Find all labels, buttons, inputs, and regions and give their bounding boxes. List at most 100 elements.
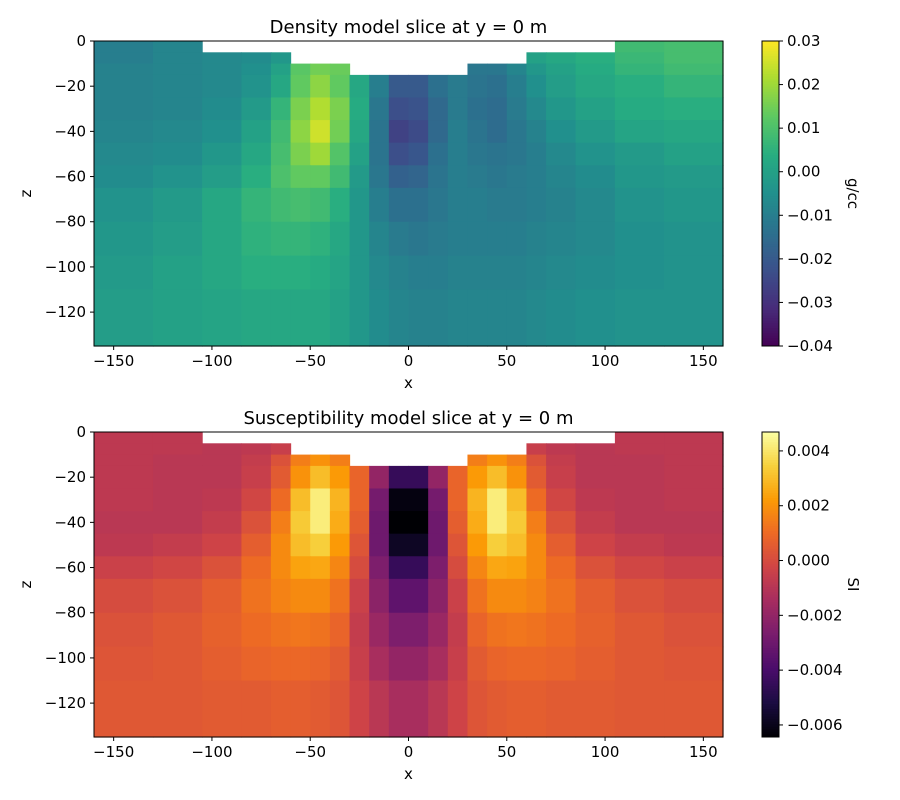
heatmap-cell bbox=[241, 74, 272, 99]
colorbar-segment bbox=[762, 523, 779, 527]
heatmap-cell bbox=[202, 556, 243, 580]
heatmap-cell bbox=[408, 646, 429, 682]
x-tick-label: 100 bbox=[591, 352, 620, 370]
colorbar-segment bbox=[762, 698, 779, 702]
heatmap-cell bbox=[526, 578, 547, 614]
colorbar-segment bbox=[762, 145, 779, 149]
heatmap-cell bbox=[664, 52, 724, 65]
heatmap-cell bbox=[487, 63, 508, 76]
heatmap-cell bbox=[487, 120, 508, 144]
heatmap-cell bbox=[152, 165, 203, 189]
colorbar-segment bbox=[762, 459, 779, 463]
heatmap-cell bbox=[614, 52, 665, 65]
colorbar-segment bbox=[762, 246, 779, 250]
heatmap-cell bbox=[546, 578, 577, 614]
heatmap-cell bbox=[526, 142, 547, 166]
heatmap-cell bbox=[388, 187, 410, 223]
colorbar-segment bbox=[762, 447, 779, 451]
heatmap-cell bbox=[202, 511, 243, 535]
colorbar-segment bbox=[762, 188, 779, 192]
y-axis-label: z bbox=[17, 189, 35, 197]
heatmap-cell bbox=[614, 578, 665, 614]
colorbar-segment bbox=[762, 472, 779, 476]
colorbar-segment bbox=[762, 221, 779, 225]
heatmap-cell bbox=[487, 74, 508, 99]
heatmap-cell bbox=[94, 454, 154, 467]
heatmap-cell bbox=[575, 488, 616, 512]
colorbar-segment bbox=[762, 58, 779, 62]
heatmap-cell bbox=[152, 187, 203, 223]
heatmap-cell bbox=[506, 120, 528, 144]
colorbar-segment bbox=[762, 645, 779, 649]
colorbar-segment bbox=[762, 548, 779, 552]
heatmap-cell bbox=[614, 221, 665, 257]
heatmap-cell bbox=[447, 556, 469, 580]
heatmap-cell bbox=[428, 533, 449, 557]
heatmap-cell bbox=[202, 465, 243, 490]
colorbar-segment bbox=[762, 526, 779, 530]
heatmap-cell bbox=[506, 465, 528, 490]
heatmap-cell bbox=[290, 680, 311, 738]
colorbar-segment bbox=[762, 236, 779, 240]
colorbar-segment bbox=[762, 190, 779, 194]
heatmap-cell bbox=[546, 533, 577, 557]
colorbar-segment bbox=[762, 160, 779, 164]
heatmap-cell bbox=[614, 289, 665, 347]
heatmap-cell bbox=[428, 488, 449, 512]
heatmap-cell bbox=[467, 289, 488, 347]
colorbar-segment bbox=[762, 726, 779, 730]
heatmap-cell bbox=[202, 289, 243, 347]
colorbar-segment bbox=[762, 538, 779, 542]
heatmap-cell bbox=[329, 142, 351, 166]
heatmap-cell bbox=[94, 556, 154, 580]
heatmap-cell bbox=[270, 646, 292, 682]
heatmap-cell bbox=[614, 187, 665, 223]
colorbar-segment bbox=[762, 457, 779, 461]
colorbar-segment bbox=[762, 635, 779, 639]
colorbar-segment bbox=[762, 333, 779, 337]
colorbar-segment bbox=[762, 609, 779, 613]
heatmap-cell bbox=[664, 187, 724, 223]
colorbar-segment bbox=[762, 318, 779, 322]
heatmap-cell bbox=[614, 680, 665, 738]
heatmap-cell bbox=[575, 680, 616, 738]
heatmap-cell bbox=[152, 465, 203, 490]
heatmap-cell bbox=[428, 187, 449, 223]
heatmap-cell bbox=[526, 289, 547, 347]
colorbar-segment bbox=[762, 340, 779, 344]
heatmap-cell bbox=[447, 165, 469, 189]
heatmap-cell bbox=[487, 556, 508, 580]
heatmap-cell bbox=[447, 646, 469, 682]
colorbar-segment bbox=[762, 668, 779, 672]
heatmap-cell bbox=[575, 63, 616, 76]
heatmap-cell bbox=[270, 511, 292, 535]
heatmap-cell bbox=[94, 443, 154, 456]
heatmap-cell bbox=[310, 454, 331, 467]
heatmap-cell bbox=[614, 142, 665, 166]
heatmap-cell bbox=[152, 454, 203, 467]
heatmap-cells bbox=[94, 432, 724, 738]
heatmap-cell bbox=[575, 454, 616, 467]
heatmap-cell bbox=[94, 120, 154, 144]
heatmap-cell bbox=[310, 578, 331, 614]
colorbar-segment bbox=[762, 607, 779, 611]
heatmap-cell bbox=[614, 443, 665, 456]
heatmap-cell bbox=[546, 74, 577, 99]
heatmap-cell bbox=[408, 680, 429, 738]
heatmap-cell bbox=[270, 680, 292, 738]
heatmap-cell bbox=[152, 443, 203, 456]
heatmap-cell bbox=[487, 612, 508, 648]
heatmap-cell bbox=[369, 74, 390, 99]
colorbar-segment bbox=[762, 482, 779, 486]
colorbar-tick-label: −0.004 bbox=[787, 661, 843, 679]
heatmap-cell bbox=[241, 187, 272, 223]
heatmap-cell bbox=[349, 612, 370, 648]
colorbar-segment bbox=[762, 678, 779, 682]
panel-density: Density model slice at y = 0 m −150 −100 −5… bbox=[17, 17, 862, 392]
colorbar-segment bbox=[762, 61, 779, 65]
heatmap-cell bbox=[664, 97, 724, 121]
heatmap-cell bbox=[270, 52, 292, 65]
heatmap-cell bbox=[664, 165, 724, 189]
heatmap-cell bbox=[467, 97, 488, 121]
colorbar-segment bbox=[762, 569, 779, 573]
